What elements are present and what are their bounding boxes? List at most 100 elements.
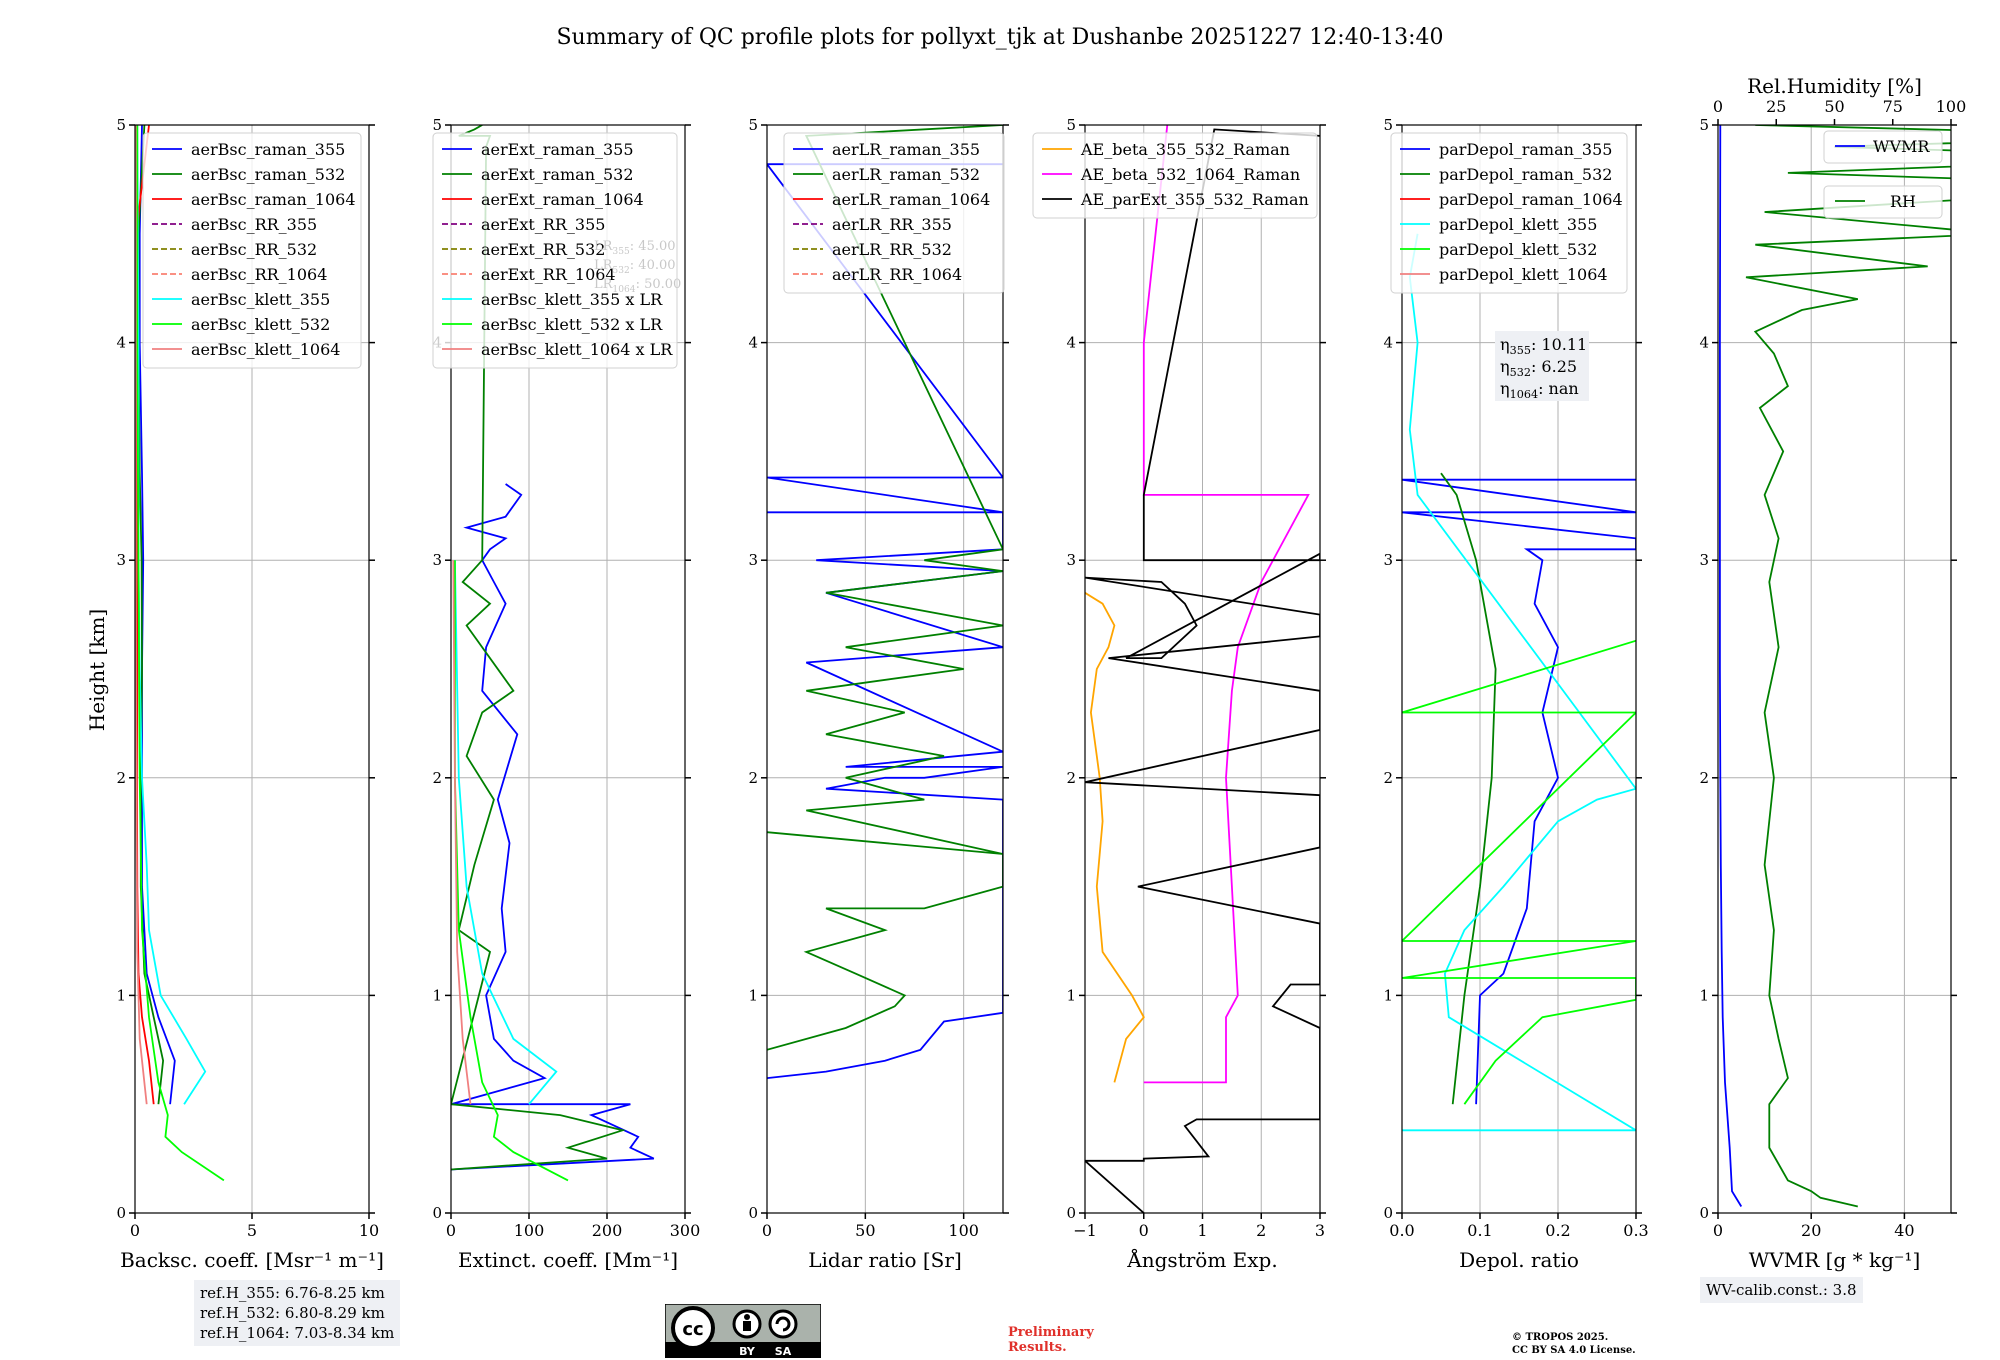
lr-note: LR1064: 50.00 [594,277,681,295]
x-tick-label: 3 [1315,1221,1325,1240]
y-axis-label: Height [km] [85,609,109,731]
legend-entry-wvmr: WVMR [1873,137,1930,156]
y-tick-label: 2 [748,769,758,787]
legend-entry: aerLR_raman_532 [832,165,980,184]
cc-sa-label: SA [775,1345,792,1358]
legend-box [432,132,678,369]
x-tick-label: 40 [1894,1221,1914,1240]
y-tick-label: 0 [1383,1204,1393,1222]
y-tick-label: 0 [116,1204,126,1222]
x-axis-label: Backsc. coeff. [Msr⁻¹ m⁻¹] [120,1248,384,1272]
y-tick-label: 4 [748,334,758,352]
x-axis-label: Ångström Exp. [1126,1247,1277,1272]
legend-entry: aerBsc_RR_355 [191,215,317,234]
y-tick-label: 4 [1066,334,1076,352]
y-tick-label: 4 [116,334,126,352]
x-axis-label: Lidar ratio [Sr] [808,1248,962,1272]
wv-calib-text: WV-calib.const.: 3.8 [1706,1281,1857,1299]
plot-frame [1717,124,1952,1214]
y-tick-label: 0 [748,1204,758,1222]
legend-entry: aerBsc_klett_532 x LR [481,315,663,334]
top-tick-label: 100 [1936,97,1967,116]
legend-entry: aerExt_RR_532 [481,240,605,259]
legend-entry: parDepol_klett_355 [1439,215,1597,234]
cc-by-label: BY [739,1345,756,1358]
panel-depol: 0 1 2 3 4 5 0.0 0.1 0.2 0.3 Depol. ratio parDepol_r… [1383,116,1648,1272]
legend-entry: parDepol_raman_355 [1439,140,1612,159]
y-tick-label: 1 [432,986,442,1004]
y-tick-label: 5 [748,116,758,134]
legend-entry: aerBsc_klett_355 [191,290,330,309]
legend-entry: aerBsc_klett_1064 [191,340,340,359]
top-tick-label: 75 [1883,97,1903,116]
x-tick-label: 20 [1801,1221,1821,1240]
legend-box [1390,132,1628,294]
x-tick-label: 5 [247,1221,257,1240]
legend-entry: aerBsc_raman_532 [191,165,345,184]
legend-entry: aerLR_RR_532 [832,240,952,259]
preliminary-note: Preliminary Results. [1008,1325,1094,1355]
legend-entry: aerExt_raman_1064 [481,190,644,209]
series-line-parDepol_klett_355 [1402,233,1636,1132]
copyright-note: © TROPOS 2025. CC BY SA 4.0 License. [1512,1331,1636,1357]
x-tick-label: 0.3 [1623,1221,1648,1240]
x-axis-label: Extinct. coeff. [Mm⁻¹] [458,1248,678,1272]
y-tick-label: 4 [1699,334,1709,352]
legend-entry: aerBsc_RR_532 [191,240,317,259]
y-tick-label: 5 [1383,116,1393,134]
top-tick-label: 0 [1713,97,1723,116]
series-line-aerBsc_klett_355 x LR [454,560,558,1105]
legend-entry-rh: RH [1890,192,1916,211]
legend-entry: parDepol_klett_532 [1439,240,1597,259]
plot-frame [1401,124,1637,1214]
eta-label: η1064: nan [1500,379,1579,401]
legend-entry: aerBsc_klett_532 [191,315,330,334]
x-tick-label: 0 [1713,1221,1723,1240]
eta-box [1495,331,1589,401]
preliminary-line-2: Results. [1008,1340,1067,1355]
legend-entry: aerExt_RR_1064 [481,265,616,284]
panel-bsc: 0 1 2 3 4 5 0 5 10 Backsc. coeff. [Msr⁻¹ m⁻¹] aerB… [116,116,383,1272]
y-tick-label: 3 [1066,551,1076,569]
y-tick-label: 5 [1699,116,1709,134]
plot-frame [450,124,686,1214]
cc-license-badge: cc BY SA [665,1304,821,1358]
legend-entry: aerBsc_RR_1064 [191,265,327,284]
y-tick-label: 2 [1383,769,1393,787]
top-tick-label: 25 [1766,97,1786,116]
y-tick-label: 4 [1383,334,1393,352]
legend-entry: aerLR_raman_355 [832,140,980,159]
ref-height-355: ref.H_355: 6.76-8.25 km [200,1284,385,1302]
y-tick-label: 1 [748,986,758,1004]
x-tick-label: 100 [514,1221,545,1240]
y-tick-label: 3 [748,551,758,569]
x-axis-label: Depol. ratio [1459,1248,1579,1272]
copyright-line-2: CC BY SA 4.0 License. [1512,1345,1636,1356]
top-axis-label: Rel.Humidity [%] [1747,74,1922,98]
y-tick-label: 2 [116,769,126,787]
series-line-WVMR [1719,125,1743,1207]
x-axis-label: WVMR [g * kg⁻¹] [1749,1248,1921,1272]
legend-entry: aerBsc_raman_355 [191,140,345,159]
series-line-aerLR_raman_355 [767,163,1003,1079]
y-tick-label: 1 [116,986,126,1004]
sa-icon [768,1309,798,1339]
legend-entry: aerBsc_raman_1064 [191,190,356,209]
x-tick-label: 0 [762,1221,772,1240]
legend-entry: aerBsc_klett_355 x LR [481,290,663,309]
legend-entry: aerExt_RR_355 [481,215,605,234]
figure-title: Summary of QC profile plots for pollyxt_… [556,25,1443,50]
ref-height-532: ref.H_532: 6.80-8.29 km [200,1304,385,1322]
series-line-parDepol_raman_355 [1402,478,1636,1105]
x-tick-label: 1 [1197,1221,1207,1240]
x-tick-label: 200 [592,1221,623,1240]
y-tick-label: 1 [1383,986,1393,1004]
x-tick-label: 10 [359,1221,379,1240]
y-tick-label: 1 [1066,986,1076,1004]
x-tick-label: 50 [855,1221,875,1240]
series-line-RH [1745,125,1951,1208]
